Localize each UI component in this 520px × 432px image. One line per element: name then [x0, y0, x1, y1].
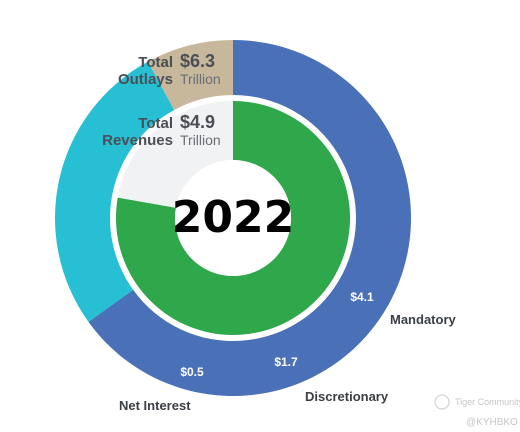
outer-segment-discretionary — [55, 61, 175, 322]
inner-segment-revenues — [116, 101, 351, 336]
mandatory-category-label: Mandatory — [390, 312, 457, 327]
outlays-ring — [55, 40, 411, 397]
donut-center — [175, 160, 291, 276]
total-outlays-label: Total Outlays $6.3 Trillion — [118, 51, 221, 88]
watermark-handle: @KYHBKO — [466, 417, 518, 428]
discretionary-value-label: $1.7 — [274, 355, 298, 369]
tiger-logo-icon — [434, 394, 450, 410]
total-revenues-label: Total Revenues $4.9 Trillion — [102, 112, 221, 149]
net-interest-value-label: $0.5 — [180, 365, 204, 379]
revenues-ring — [116, 101, 351, 336]
discretionary-category-label: Discretionary — [305, 389, 389, 404]
total-revenues-line1: Total — [138, 115, 173, 132]
watermark-brand: Tiger Community — [455, 397, 520, 407]
outer-segment-mandatory — [88, 40, 411, 397]
total-outlays-unit: Trillion — [180, 71, 221, 87]
total-revenues-line2: Revenues — [102, 132, 173, 149]
net-interest-category-label: Net Interest — [119, 398, 191, 413]
watermark: Tiger Community @KYHBKO — [434, 394, 520, 428]
outer-segment-net-interest — [147, 40, 233, 110]
total-revenues-value: $4.9 — [180, 112, 215, 132]
total-outlays-line2: Outlays — [118, 71, 173, 88]
total-outlays-value: $6.3 — [180, 51, 215, 71]
total-revenues-unit: Trillion — [180, 132, 221, 148]
chart-year: 2022 — [172, 192, 294, 243]
total-outlays-line1: Total — [138, 54, 173, 71]
mandatory-value-label: $4.1 — [350, 290, 374, 304]
